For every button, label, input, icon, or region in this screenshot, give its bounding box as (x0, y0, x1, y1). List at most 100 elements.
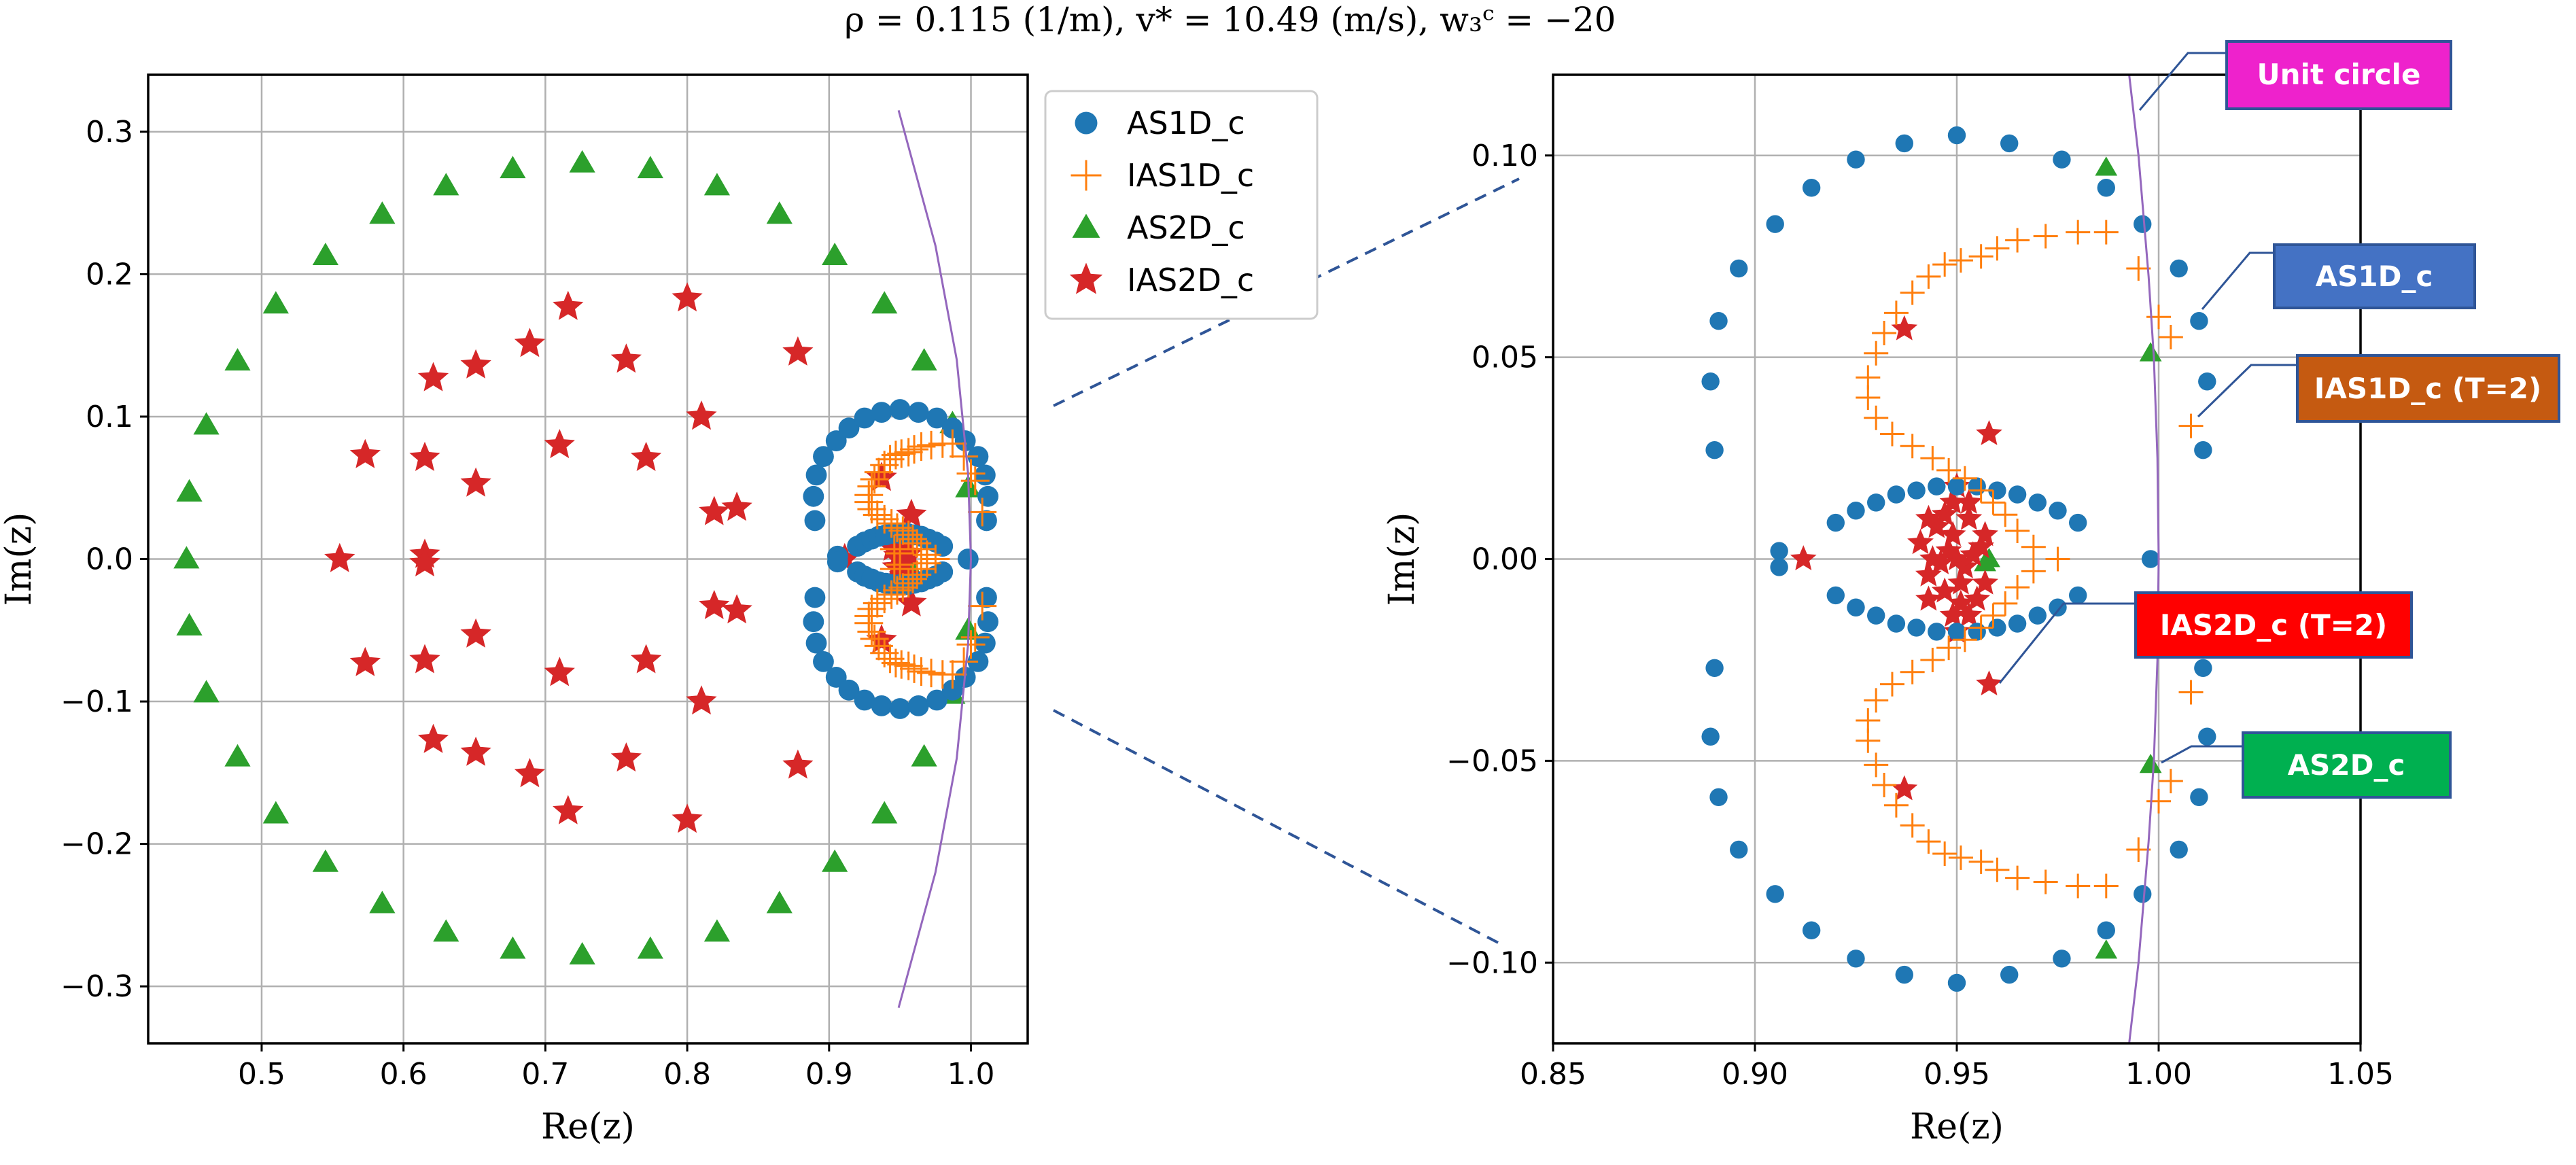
callout-as2d-label: AS2D_c (2288, 748, 2405, 782)
series-IAS1D_c (854, 429, 997, 689)
data-point-IAS2D_c (1976, 670, 2002, 696)
data-point-IAS2D_c (1931, 500, 1958, 526)
data-point-AS1D_c (932, 561, 954, 582)
x-tick-label: 1.05 (2327, 1057, 2394, 1092)
data-point-IAS2D_c (514, 758, 546, 788)
data-point-IAS1D_c (1900, 434, 1925, 459)
data-point-AS2D_c (500, 936, 526, 959)
y-tick-label: 0.1 (86, 400, 133, 434)
data-point-AS1D_c (941, 417, 963, 439)
data-point-AS1D_c (2190, 311, 2208, 330)
data-point-IAS1D_c (1985, 236, 2010, 261)
data-point-AS1D_c (2194, 440, 2212, 459)
data-point-IAS2D_c (460, 349, 491, 379)
y-tick-label: 0.3 (86, 115, 133, 150)
data-point-IAS1D_c (2045, 546, 2070, 572)
data-point-AS1D_c (2141, 550, 2160, 568)
data-point-IAS1D_c (864, 631, 893, 661)
data-point-IAS1D_c (1968, 615, 1994, 640)
data-point-IAS2D_c (630, 441, 662, 471)
data-point-AS2D_c (369, 201, 396, 224)
callout-ias2d-leader (1998, 602, 2136, 684)
data-point-IAS1D_c (1856, 385, 1881, 410)
data-point-AS1D_c (977, 611, 998, 633)
data-point-IAS2D_c (1976, 420, 2002, 445)
data-point-AS2D_c (871, 801, 898, 824)
data-point-IAS1D_c (912, 549, 941, 578)
data-point-IAS1D_c (2005, 575, 2030, 600)
y-tick-label: −0.2 (60, 827, 133, 862)
data-point-AS2D_c (262, 291, 289, 314)
data-point-IAS1D_c (1900, 280, 1925, 305)
data-point-AS1D_c (1701, 372, 1720, 391)
data-point-AS1D_c (974, 464, 996, 486)
data-point-AS1D_c (957, 549, 979, 570)
y-tick-label: 0.05 (1472, 341, 1538, 375)
callout-as1d-leader (2201, 251, 2274, 310)
data-point-AS1D_c (1867, 606, 1885, 625)
data-point-IAS1D_c (877, 580, 906, 609)
legend: AS1D_c IAS1D_c AS2D_c IAS2D_c (1044, 90, 1319, 320)
data-point-IAS2D_c (1955, 489, 1983, 514)
data-point-AS1D_c (1847, 150, 1865, 169)
legend-label-AS2D_c: AS2D_c (1127, 209, 1245, 246)
y-tick-label: −0.1 (60, 684, 133, 719)
data-point-AS1D_c (2028, 606, 2047, 625)
data-point-AS1D_c (1887, 485, 1906, 504)
x-tick-label: 0.7 (521, 1057, 569, 1092)
data-point-IAS1D_c (875, 644, 905, 674)
data-point-AS1D_c (1847, 502, 1865, 520)
data-point-AS2D_c (637, 936, 663, 959)
data-point-AS2D_c (193, 680, 220, 703)
data-point-AS1D_c (1907, 619, 1926, 637)
data-point-IAS1D_c (880, 555, 909, 584)
data-point-IAS1D_c (1879, 672, 1904, 697)
data-point-IAS2D_c (409, 547, 440, 576)
data-point-AS2D_c (176, 479, 203, 502)
y-tick-label: 0.10 (1472, 139, 1538, 173)
data-point-AS1D_c (889, 698, 911, 719)
data-point-IAS1D_c (2005, 865, 2030, 890)
callout-as1d-label: AS1D_c (2316, 260, 2433, 293)
data-point-IAS1D_c (1900, 813, 1925, 838)
data-point-IAS2D_c (699, 589, 730, 619)
data-point-IAS2D_c (417, 723, 449, 753)
data-point-AS2D_c (569, 150, 595, 173)
series-IAS1D_c (1856, 220, 2204, 899)
data-point-AS1D_c (2134, 215, 2152, 233)
data-point-IAS1D_c (2158, 324, 2183, 349)
data-point-IAS1D_c (887, 650, 916, 679)
x-tick-label: 0.90 (1722, 1057, 1788, 1092)
data-point-AS1D_c (2008, 614, 2027, 633)
data-point-IAS2D_c (544, 429, 575, 459)
data-point-AS1D_c (825, 430, 847, 451)
data-point-AS2D_c (822, 243, 848, 265)
data-point-AS2D_c (193, 412, 220, 435)
data-point-IAS1D_c (894, 438, 923, 467)
data-point-AS1D_c (1705, 659, 1724, 678)
data-point-AS1D_c (803, 611, 824, 633)
data-point-IAS1D_c (1879, 421, 1904, 447)
data-point-IAS1D_c (1856, 708, 1881, 733)
callout-ias1d: IAS1D_c (T=2) (2197, 354, 2560, 423)
data-point-AS1D_c (1968, 477, 1986, 495)
data-point-AS2D_c (369, 890, 396, 914)
data-point-IAS1D_c (1932, 252, 1957, 277)
data-point-AS2D_c (911, 348, 937, 371)
x-tick-label: 1.0 (947, 1057, 995, 1092)
data-point-IAS1D_c (2066, 873, 2091, 899)
callout-unit-circle: Unit circle (2138, 40, 2452, 111)
data-point-AS1D_c (854, 407, 875, 429)
data-point-AS1D_c (2008, 485, 2027, 504)
legend-marker-AS2D_c (1072, 213, 1100, 238)
data-point-AS1D_c (1947, 477, 1966, 495)
legend-entry-AS2D_c: AS2D_c (1072, 209, 1245, 246)
data-point-IAS1D_c (2158, 769, 2183, 794)
data-point-IAS1D_c (1948, 845, 1973, 870)
data-point-AS1D_c (1887, 614, 1906, 633)
data-point-AS1D_c (2170, 259, 2188, 278)
data-point-IAS1D_c (882, 513, 911, 542)
data-point-AS1D_c (974, 632, 996, 654)
data-point-IAS2D_c (409, 644, 440, 674)
data-point-IAS1D_c (1883, 793, 1909, 818)
